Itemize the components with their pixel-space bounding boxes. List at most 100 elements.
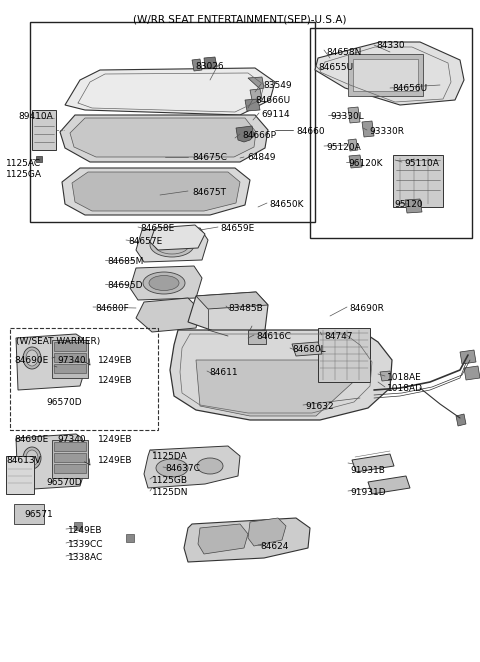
Text: 84330: 84330 [376,41,405,50]
Polygon shape [315,42,464,105]
Ellipse shape [143,272,185,294]
Polygon shape [198,524,248,554]
Polygon shape [16,434,88,490]
Polygon shape [352,454,394,472]
Text: 1339CC: 1339CC [68,540,104,549]
Text: 84680L: 84680L [292,345,325,354]
Text: 1249EB: 1249EB [98,435,132,444]
Bar [54,453,86,462]
Text: 84695D: 84695D [107,281,143,290]
Polygon shape [150,225,205,250]
Text: 1249EB: 1249EB [68,526,103,535]
Polygon shape [184,518,310,562]
Text: 84650K: 84650K [269,200,303,209]
Text: 96570D: 96570D [46,478,82,487]
Text: 84616C: 84616C [256,332,291,341]
Polygon shape [144,446,240,488]
Ellipse shape [197,458,223,474]
Ellipse shape [23,347,41,369]
Text: 84690E: 84690E [14,356,48,365]
Text: 96571: 96571 [24,510,53,519]
Text: 84690E: 84690E [14,435,48,444]
Bar [318,328,370,382]
Ellipse shape [149,275,179,291]
Text: (W/SEAT WARMER): (W/SEAT WARMER) [16,337,100,346]
Bar [393,155,443,207]
Text: 84655U: 84655U [318,63,353,72]
Text: 95120A: 95120A [326,143,361,152]
Text: 96120K: 96120K [348,159,383,168]
Text: 84658N: 84658N [326,48,361,57]
Bar [54,442,86,451]
Bar [310,28,472,238]
Text: 84658E: 84658E [140,224,174,233]
Text: 69114: 69114 [261,110,289,119]
Text: 84659E: 84659E [220,224,254,233]
Bar [54,353,86,362]
Text: 1125GB: 1125GB [152,476,188,485]
Polygon shape [248,518,286,546]
Polygon shape [126,534,134,542]
Bar [54,364,86,373]
Ellipse shape [150,233,194,257]
Bar [14,504,44,524]
Polygon shape [380,371,392,381]
Ellipse shape [23,447,41,469]
Polygon shape [170,330,392,420]
Polygon shape [245,99,260,111]
Text: 84747: 84747 [324,332,352,341]
Text: 93330L: 93330L [330,112,364,121]
Polygon shape [196,292,268,309]
Bar [10,328,158,430]
Polygon shape [70,118,256,157]
Bar [52,440,88,478]
Text: 93330R: 93330R [369,127,404,136]
Text: 84666P: 84666P [242,131,276,140]
Text: 1018AD: 1018AD [387,384,423,393]
Polygon shape [36,156,42,162]
Bar [353,59,418,91]
Polygon shape [349,155,362,168]
Text: 84666U: 84666U [255,96,290,105]
Ellipse shape [26,450,38,466]
Polygon shape [192,59,202,71]
Text: 96570D: 96570D [46,398,82,407]
Text: 91931B: 91931B [350,466,385,475]
Text: 64849: 64849 [247,153,276,162]
Text: 83549: 83549 [263,81,292,90]
Polygon shape [65,68,275,115]
Polygon shape [368,476,410,494]
Bar [32,110,56,150]
Polygon shape [460,350,476,364]
Bar [52,340,88,378]
Text: 84660: 84660 [296,127,324,136]
Polygon shape [130,266,202,300]
Text: 84613V: 84613V [6,456,41,465]
Text: 1249EB: 1249EB [98,376,132,385]
Polygon shape [16,334,88,390]
Polygon shape [136,298,200,332]
Text: 84657E: 84657E [128,237,162,246]
Text: (W/RR SEAT ENTERTAINMENT(SEP)-U.S.A): (W/RR SEAT ENTERTAINMENT(SEP)-U.S.A) [133,14,347,24]
Text: 91632: 91632 [305,402,334,411]
Polygon shape [348,139,358,151]
Polygon shape [405,199,422,213]
Bar [54,342,86,351]
Bar [54,464,86,473]
Polygon shape [60,115,268,162]
Text: 91931D: 91931D [350,488,385,497]
Text: 1249EB: 1249EB [98,456,132,465]
Polygon shape [136,228,208,262]
Polygon shape [362,121,374,137]
Text: 84690R: 84690R [349,304,384,313]
Text: 84656U: 84656U [392,84,427,93]
Text: 97340: 97340 [57,356,85,365]
Polygon shape [72,172,240,211]
Text: 84680F: 84680F [95,304,129,313]
Text: 89410A: 89410A [18,112,53,121]
Text: 1125DA: 1125DA [152,452,188,461]
Text: 1249EB: 1249EB [98,356,132,365]
Polygon shape [204,57,217,68]
Polygon shape [236,126,254,142]
Text: 1125DN: 1125DN [152,488,189,497]
